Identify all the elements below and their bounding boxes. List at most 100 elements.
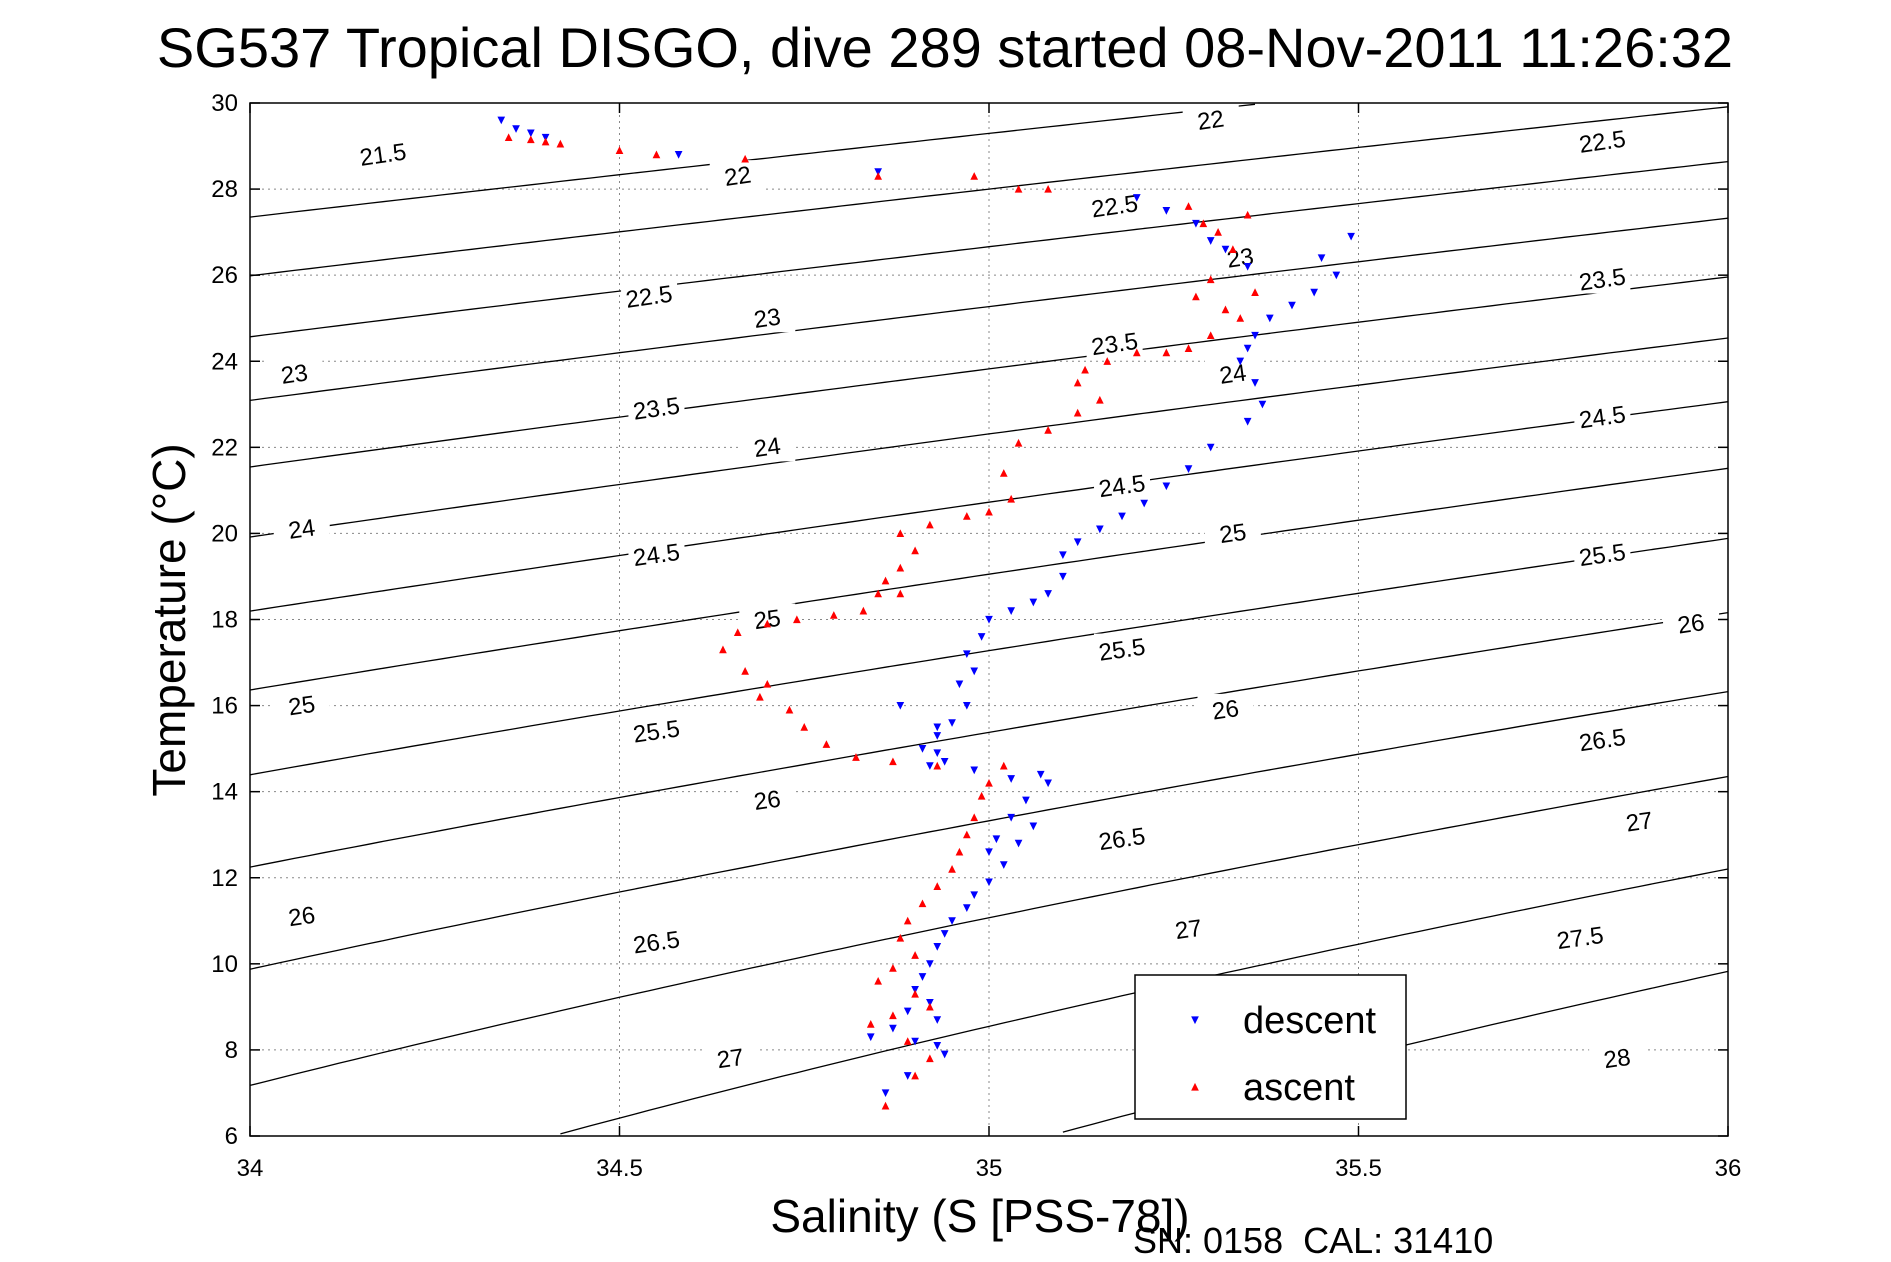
contour-label-background — [1574, 724, 1631, 755]
contour-label-background — [1182, 104, 1239, 135]
descent-point — [933, 943, 942, 951]
ascent-point — [1229, 245, 1237, 253]
legend: descent ascent — [1134, 974, 1407, 1120]
ascent-point — [889, 757, 897, 766]
y-tick-label: 14 — [211, 779, 238, 806]
ascent-point — [911, 1071, 919, 1080]
ascent-point — [881, 576, 890, 585]
contour-label-background — [1204, 358, 1261, 389]
ascent-point — [933, 761, 942, 770]
descent-point — [940, 757, 949, 766]
contour-label-background — [739, 302, 796, 333]
descent-point — [970, 667, 979, 676]
density-contour-line — [249, 337, 1729, 538]
ascent-point — [1081, 365, 1089, 374]
descent-point — [977, 633, 986, 641]
contour-label-background — [709, 160, 766, 191]
contour-label-background — [621, 280, 678, 311]
contour-label-background — [739, 431, 796, 462]
contour-label: 22 — [1196, 105, 1226, 135]
contour-label-background — [1663, 607, 1720, 638]
descent-point — [1206, 443, 1215, 452]
density-contour-line — [249, 160, 1729, 338]
ascent-point — [1132, 348, 1141, 357]
contour-label: 22.5 — [624, 281, 674, 314]
ascent-point — [541, 137, 550, 146]
contour-label-background — [355, 138, 412, 169]
ascent-point — [911, 546, 919, 555]
descent-point — [1251, 331, 1259, 340]
descent-point — [1243, 262, 1252, 271]
descent-point — [1192, 219, 1200, 228]
y-axis-label: Temperature (°C) — [143, 443, 195, 796]
contour-label-background — [1204, 517, 1261, 548]
descent-point — [948, 917, 956, 925]
contour-label-background — [1611, 805, 1668, 836]
descent-point — [1221, 245, 1230, 254]
contour-label: 23 — [752, 303, 782, 333]
x-tick-label: 34 — [237, 1155, 264, 1182]
descent-point — [985, 848, 993, 857]
ascent-point — [866, 1019, 875, 1028]
ascent-point — [822, 740, 831, 748]
ascent-point — [1044, 184, 1052, 193]
contour-label: 26.5 — [1577, 724, 1627, 757]
descent-point — [903, 1072, 912, 1080]
descent-point — [918, 745, 927, 753]
descent-point — [1096, 525, 1104, 534]
legend-label-ascent: ascent — [1243, 1067, 1355, 1109]
descent-point — [1140, 499, 1149, 508]
grid-lines — [250, 103, 1728, 1136]
contour-label: 26 — [287, 902, 317, 932]
contour-label: 26 — [1210, 695, 1240, 725]
ascent-point — [741, 667, 749, 675]
contour-label: 24 — [752, 433, 782, 463]
descent-point — [1288, 301, 1296, 310]
x-tick-label: 35 — [976, 1155, 1003, 1182]
y-tick-label: 16 — [211, 693, 238, 720]
descent-point — [1310, 288, 1319, 297]
ascent-point — [962, 830, 971, 839]
ascent-point — [970, 813, 979, 822]
descent-point — [1029, 598, 1038, 607]
contour-label: 25 — [287, 691, 317, 721]
descent-point — [1073, 538, 1082, 547]
descent-point — [1044, 590, 1052, 598]
descent-legend-marker — [1191, 1016, 1199, 1025]
descent-point — [1258, 400, 1267, 409]
contour-label: 25.5 — [632, 715, 682, 748]
contour-label-background — [273, 900, 330, 931]
ascent-point — [504, 133, 513, 142]
ascent-point — [1096, 395, 1104, 404]
descent-point — [1132, 194, 1141, 202]
contour-label: 21.5 — [358, 139, 408, 172]
ascent-point — [977, 791, 986, 800]
contour-label-background — [628, 715, 685, 746]
ascent-point — [903, 1037, 912, 1045]
contour-label-background — [1094, 470, 1151, 501]
descent-point — [992, 835, 1001, 844]
contour-label-background — [1574, 125, 1631, 156]
ascent-point — [1184, 344, 1193, 352]
legend-box — [1134, 974, 1407, 1120]
ascent-point — [962, 512, 971, 520]
ascent-point — [933, 882, 942, 890]
descent-point — [1059, 551, 1067, 560]
contour-label: 23 — [279, 359, 309, 389]
ascent-point — [615, 146, 624, 154]
descent-point — [1265, 314, 1274, 323]
ascent-point — [1199, 219, 1208, 228]
ascent-point — [1162, 348, 1171, 357]
contour-label: 27.5 — [1555, 922, 1605, 955]
contour-label: 22.5 — [1577, 126, 1627, 159]
x-tick-label: 35.5 — [1335, 1155, 1382, 1182]
descent-point — [903, 1007, 912, 1016]
ascent-point — [881, 1101, 890, 1110]
descent-point — [1184, 465, 1193, 473]
descent-point — [1162, 207, 1171, 215]
descent-point — [1007, 813, 1016, 822]
descent-point — [1036, 770, 1045, 779]
descent-point — [926, 998, 934, 1007]
ascent-point — [911, 951, 919, 959]
contour-label: 24.5 — [632, 539, 682, 572]
